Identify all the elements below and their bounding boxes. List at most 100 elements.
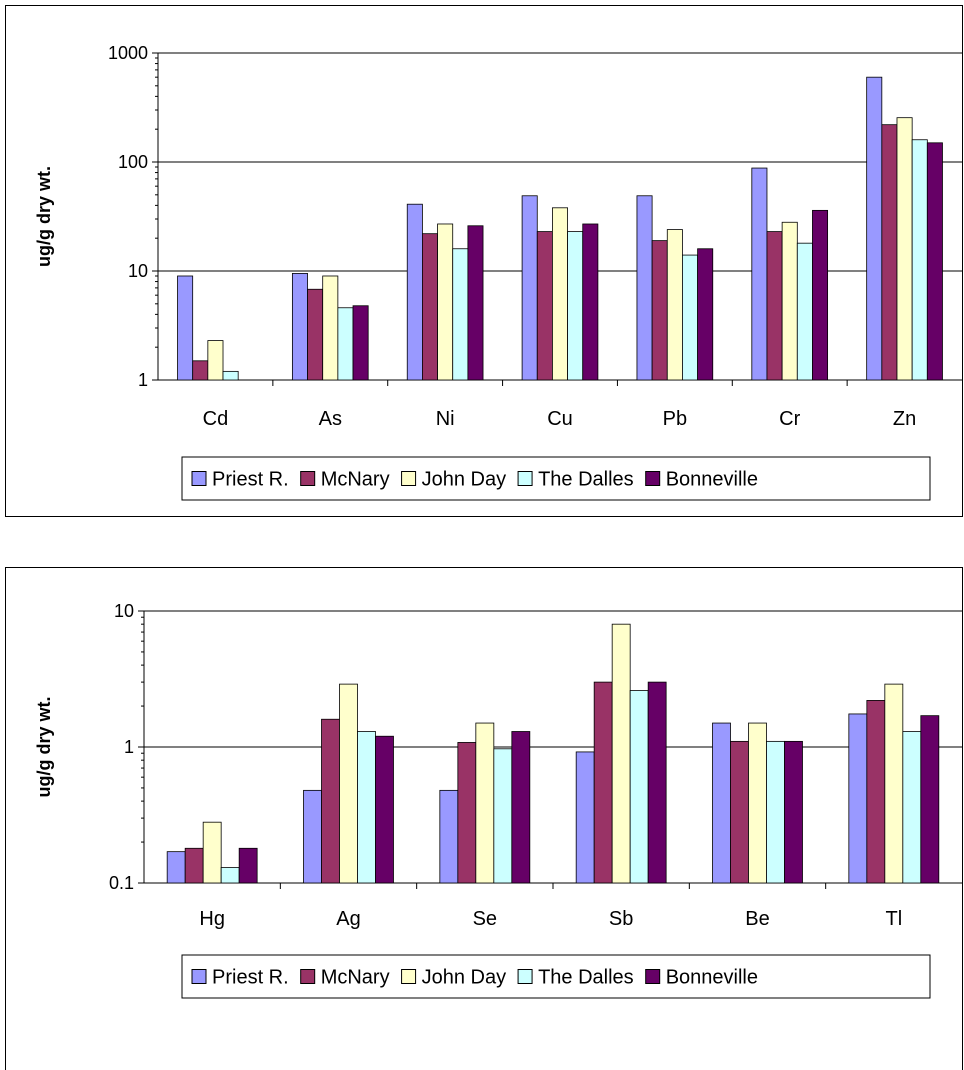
bar	[567, 231, 584, 381]
category-label: Ag	[336, 908, 360, 930]
legend-swatch	[401, 471, 417, 486]
category-label: Ni	[436, 408, 455, 430]
bar	[866, 700, 886, 884]
bar	[781, 221, 798, 381]
bar	[207, 340, 224, 381]
bar	[357, 731, 376, 884]
category-label: As	[319, 408, 342, 430]
bar	[303, 789, 322, 884]
category-label: Be	[745, 908, 769, 930]
category-label: Sb	[609, 908, 633, 930]
bar	[192, 360, 209, 381]
y-axis-label: ug/g dry wt.	[34, 697, 54, 798]
bar	[177, 275, 194, 381]
bar	[666, 229, 683, 381]
bar	[712, 722, 731, 884]
bar	[902, 731, 922, 884]
legend-label: Bonneville	[666, 967, 758, 989]
bar	[307, 288, 324, 381]
legend-swatch	[517, 471, 533, 486]
legend-label: Priest R.	[212, 967, 289, 989]
legend-swatch	[300, 471, 316, 486]
bar	[926, 142, 943, 381]
bar	[582, 223, 599, 381]
category-label: Cd	[203, 408, 229, 430]
legend-swatch	[191, 471, 207, 486]
category-label: Pb	[663, 408, 687, 430]
bar	[730, 740, 749, 884]
legend-swatch	[645, 471, 661, 486]
bar	[636, 195, 653, 381]
legend-box	[181, 954, 931, 999]
y-tick-label: 1	[124, 737, 134, 757]
category-label: Cr	[779, 408, 800, 430]
legend-swatch	[300, 969, 316, 984]
bar	[238, 847, 258, 884]
legend-label: Bonneville	[666, 469, 758, 491]
bar	[552, 207, 568, 381]
bar	[884, 683, 904, 884]
bar	[406, 203, 423, 381]
bar	[166, 851, 186, 884]
y-axis-label: ug/g dry wt.	[34, 166, 54, 267]
bar	[321, 718, 340, 884]
bar	[202, 821, 222, 884]
bar	[521, 195, 538, 381]
bar	[222, 370, 239, 381]
bar	[422, 233, 438, 381]
bar	[493, 748, 513, 884]
bar	[375, 735, 394, 884]
category-label: Cu	[547, 408, 573, 430]
bar	[220, 867, 240, 884]
bar	[697, 248, 714, 381]
bar	[812, 209, 829, 381]
legend-swatch	[401, 969, 417, 984]
bar	[184, 847, 204, 884]
bar	[748, 722, 767, 884]
bar	[896, 117, 913, 381]
category-label: Tl	[885, 908, 902, 930]
bar	[291, 273, 308, 381]
bar	[751, 167, 768, 381]
y-tick-label: 0.1	[109, 873, 134, 893]
y-tick-label: 100	[118, 152, 148, 172]
y-tick-label: 1	[138, 370, 148, 390]
y-tick-label: 1000	[108, 43, 148, 63]
bar	[339, 683, 358, 884]
y-tick-label: 10	[128, 261, 148, 281]
chart-2: 0.1 1 10 ug/g dry wt. Hg Ag Se Sb Be Tl Priest R. M…	[34, 601, 962, 999]
bar	[881, 124, 898, 381]
bar	[651, 240, 668, 381]
bar	[439, 789, 459, 884]
chart-1: 1 10 100 1000 ug/g dry wt. Cd As Ni Cu Pb Cr Zn Prie…	[34, 43, 962, 501]
legend-label: John Day	[422, 967, 507, 989]
bar	[611, 623, 631, 884]
legend-label: Priest R.	[212, 469, 289, 491]
category-label: Zn	[893, 408, 916, 430]
legend-label: The Dalles	[538, 967, 634, 989]
bar	[920, 715, 940, 884]
legend-swatch	[645, 969, 661, 984]
bar	[766, 231, 783, 381]
category-label: Se	[473, 908, 497, 930]
bar	[766, 740, 785, 884]
bar	[647, 681, 667, 884]
legend-swatch	[191, 969, 207, 984]
bar	[475, 722, 495, 884]
bar	[337, 307, 354, 381]
bar	[784, 740, 803, 884]
legend-label: John Day	[422, 469, 507, 491]
bar	[457, 742, 477, 884]
bar	[511, 731, 531, 884]
legend-swatch	[517, 969, 533, 984]
legend-label: McNary	[321, 469, 390, 491]
bar	[911, 139, 928, 381]
bar	[575, 751, 595, 884]
bar	[536, 231, 553, 381]
bar	[322, 275, 339, 381]
bar	[352, 305, 369, 381]
legend-label: McNary	[321, 967, 390, 989]
bar	[682, 254, 698, 381]
legend-label: The Dalles	[538, 469, 634, 491]
